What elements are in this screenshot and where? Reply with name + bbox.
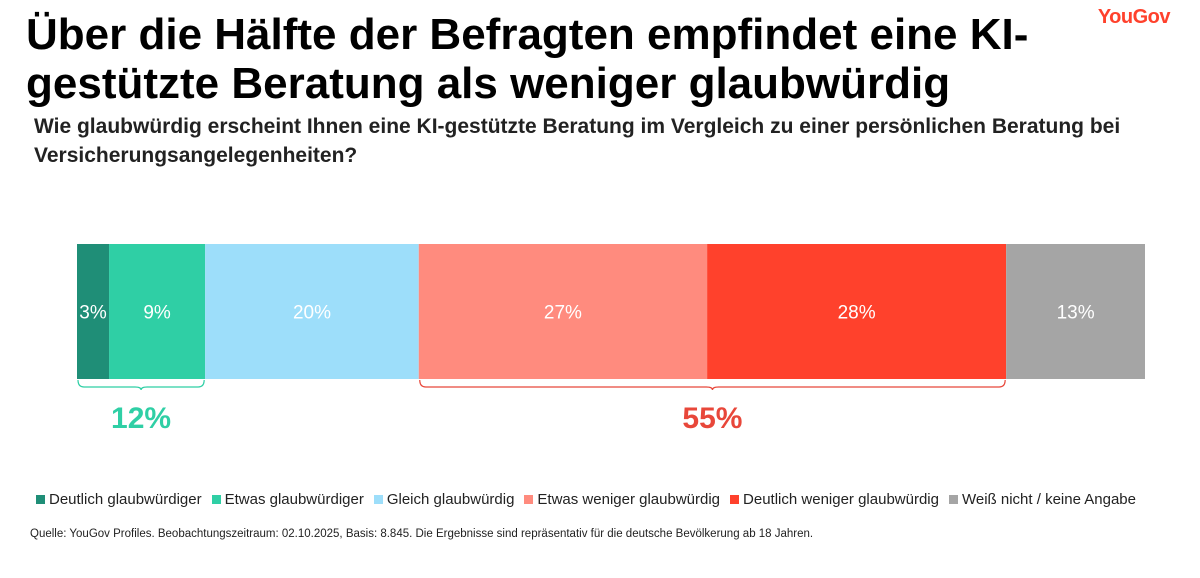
bar-value-label: 13% [1057,303,1095,324]
bar-segment [1006,244,1145,379]
legend-label: Deutlich glaubwürdiger [49,491,202,508]
legend-item: Etwas weniger glaubwürdig [524,491,720,508]
bar-value-label: 28% [838,303,876,324]
bar-value-label: 27% [544,303,582,324]
legend-swatch [373,495,383,504]
legend-label: Etwas weniger glaubwürdig [537,491,721,508]
bar-segment [109,244,206,379]
bar-value-label: 20% [293,303,331,324]
legend-label: Weiß nicht / keine Angabe [961,491,1136,508]
question-subtitle: Wie glaubwürdig erscheint Ihnen eine KI-… [34,115,1121,167]
bar-segment [205,244,419,379]
chart-legend: Deutlich glaubwürdiger Etwas glaubwürdige… [36,491,1196,508]
legend-item: Deutlich glaubwürdiger [36,491,202,508]
yougov-logo: YouGov [1097,6,1171,28]
legend-label: Etwas glaubwürdiger [224,491,364,508]
bar-value-label: 9% [143,303,171,324]
bar-segment [77,244,110,379]
bar-value-label: 3% [79,303,107,324]
legend-swatch [524,495,534,504]
bracket [419,379,1006,391]
legend-swatch [211,495,221,504]
legend-swatch [948,495,958,504]
bar-segment [418,244,708,379]
bar-segment [707,244,1007,379]
bracket [77,379,205,391]
legend-item: Etwas glaubwürdiger [211,491,364,508]
legend-swatch [730,495,740,504]
bracket-total-label: 12% [111,402,171,435]
legend-item: Gleich glaubwürdig [373,491,515,508]
legend-item: Deutlich weniger glaubwürdig [730,491,939,508]
legend-label: Gleich glaubwürdig [386,491,515,508]
legend-swatch [36,495,45,504]
bracket-total-label: 55% [682,402,742,435]
legend-item: Weiß nicht / keine Angabe [948,491,1136,508]
legend-label: Deutlich weniger glaubwürdig [743,491,939,508]
source-note: Quelle: YouGov Profiles. Beobachtungszei… [30,528,814,540]
page-title: Über die Hälfte der Befragten empfindet … [26,10,1029,108]
